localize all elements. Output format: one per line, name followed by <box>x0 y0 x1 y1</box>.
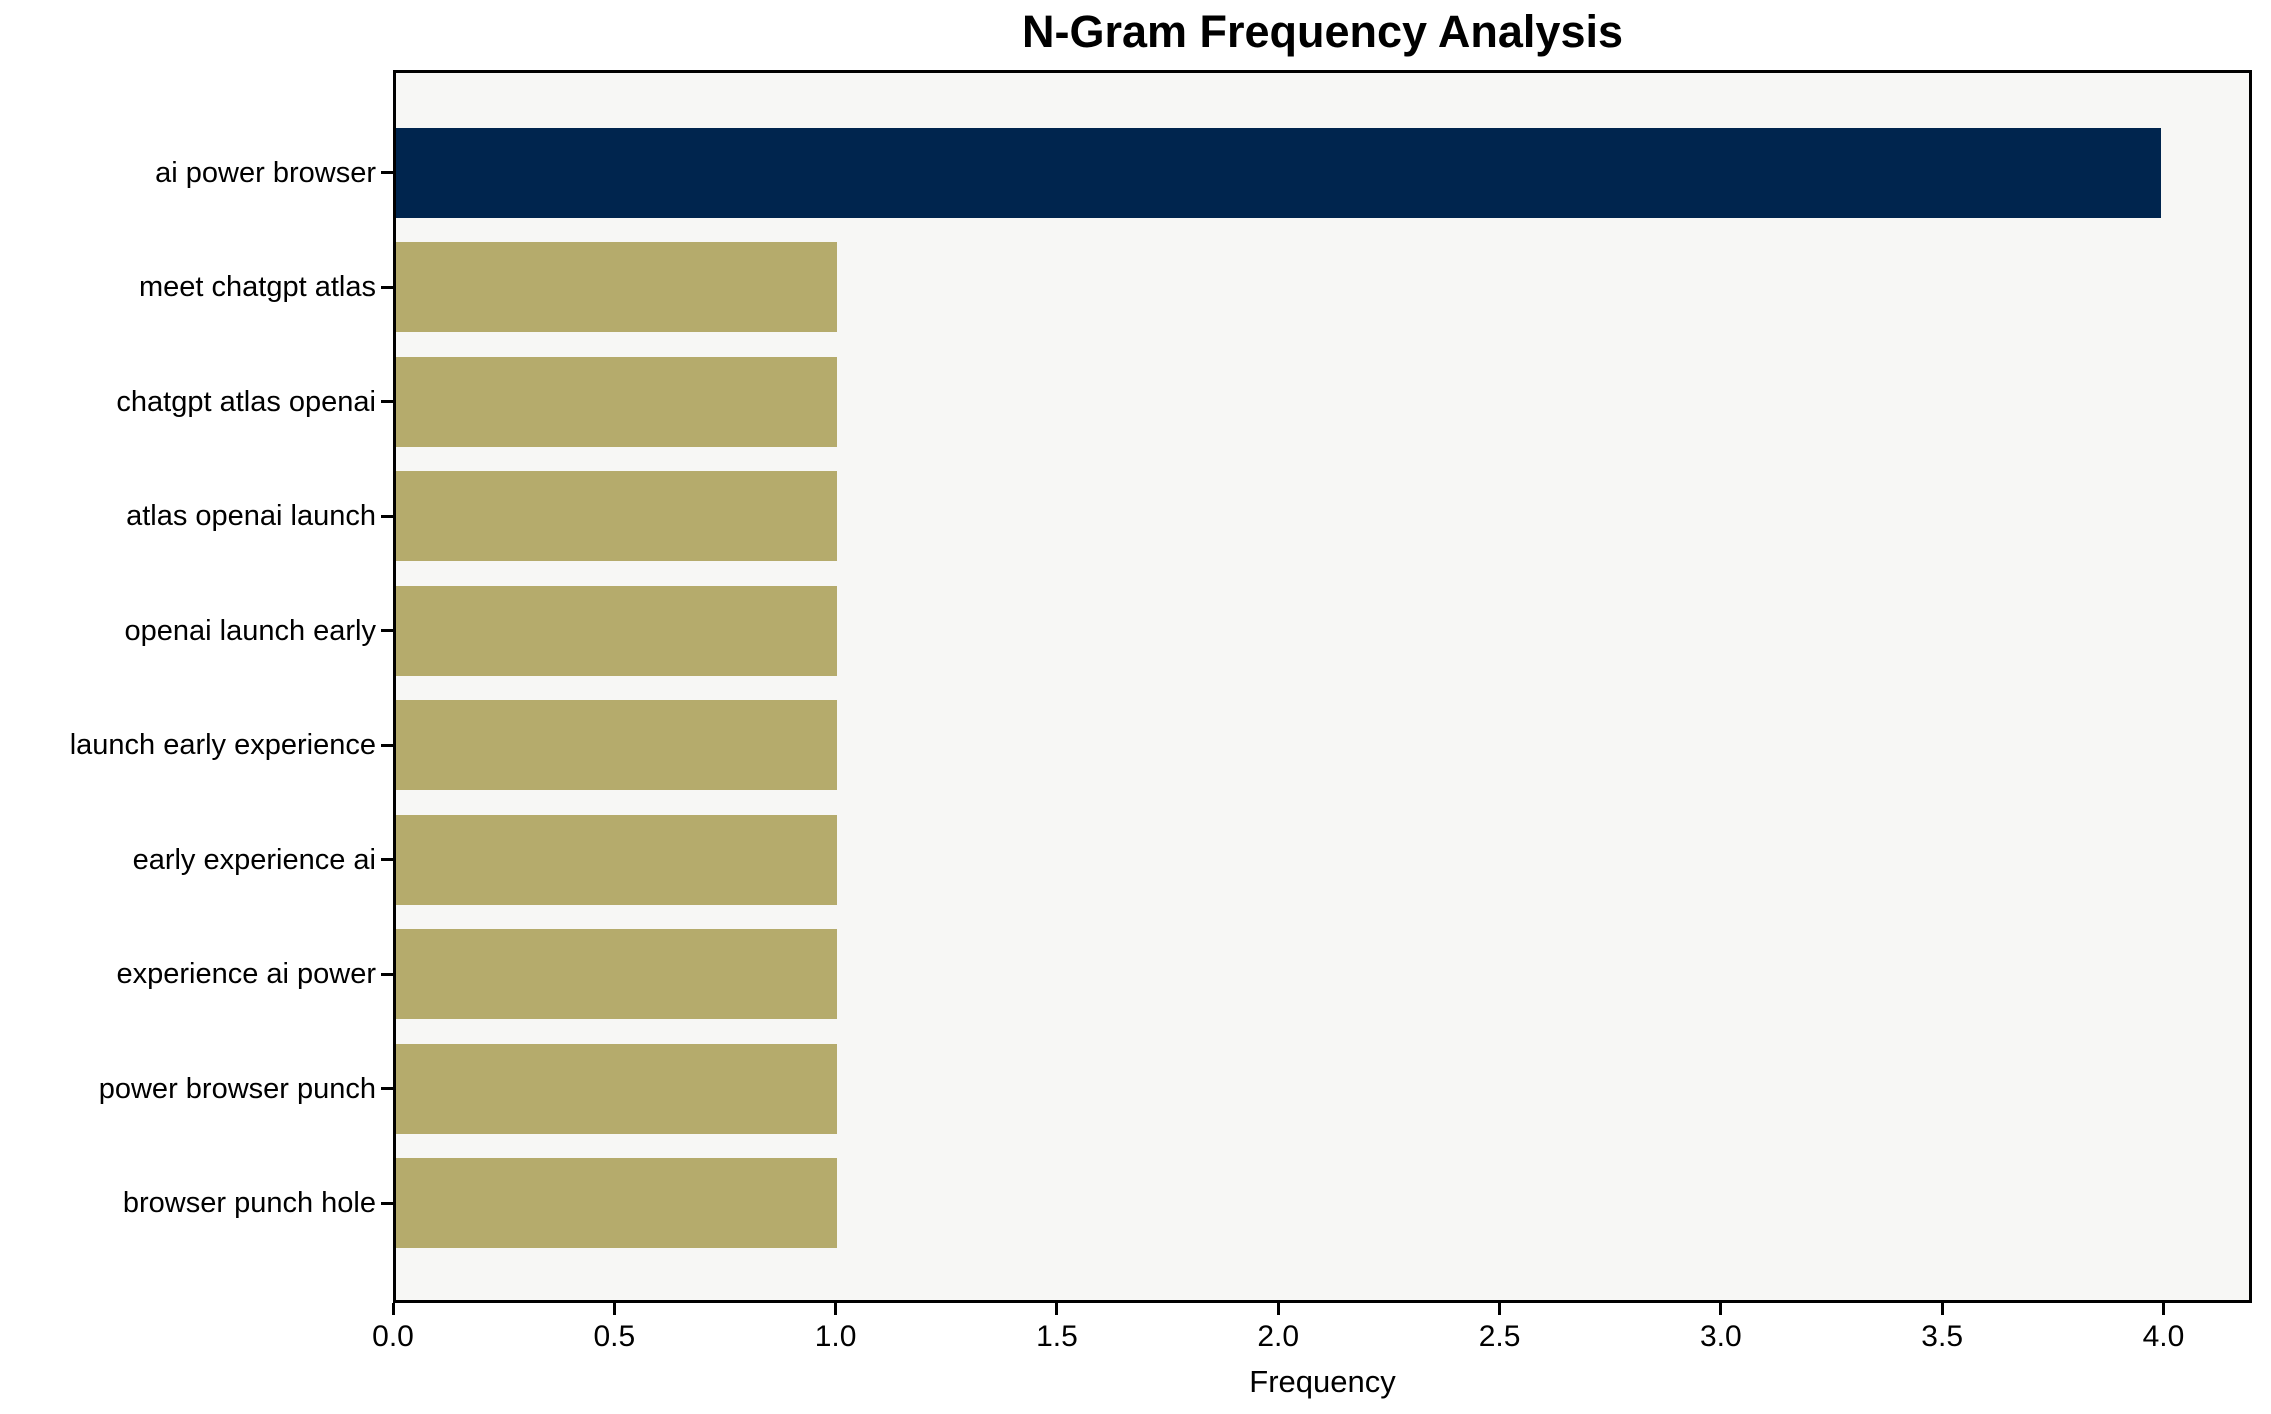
bar-ai-power-browser <box>396 127 2161 218</box>
x-tick <box>1498 1303 1502 1315</box>
x-tick <box>834 1303 838 1315</box>
y-tick <box>381 858 393 861</box>
y-tick <box>381 743 393 747</box>
y-tick-label: chatgpt atlas openai <box>116 385 376 418</box>
bar-chatgpt-atlas-openai <box>396 356 838 447</box>
y-tick <box>381 972 393 976</box>
y-tick-label: openai launch early <box>124 614 376 647</box>
x-tick <box>2161 1303 2165 1315</box>
bar-launch-early-experience <box>396 700 838 790</box>
y-tick-label: meet chatgpt atlas <box>139 271 376 303</box>
y-tick-label: launch early experience <box>69 729 376 761</box>
y-tick <box>381 171 393 174</box>
chart-title: N-Gram Frequency Analysis <box>1021 6 1624 57</box>
bar-browser-punch-hole <box>396 1158 838 1248</box>
x-tick <box>1276 1303 1280 1315</box>
plot-area <box>393 70 2252 1303</box>
x-tick <box>612 1303 616 1315</box>
y-tick <box>381 629 393 632</box>
x-tick-label: 0.0 <box>372 1320 414 1353</box>
x-tick-label: 0.5 <box>593 1320 636 1353</box>
x-tick-label: 1.5 <box>1036 1320 1078 1353</box>
x-tick <box>1940 1303 1944 1315</box>
x-axis-label: Frequency <box>1249 1364 1396 1399</box>
bar-meet-chatgpt-atlas <box>396 242 838 332</box>
y-tick <box>381 400 393 403</box>
y-tick-label: browser punch hole <box>122 1187 376 1219</box>
y-tick <box>381 1087 393 1090</box>
y-tick-label: atlas openai launch <box>126 500 376 532</box>
x-tick-label: 3.5 <box>1921 1320 1964 1353</box>
x-tick-label: 4.0 <box>2142 1320 2185 1353</box>
x-tick <box>1055 1303 1059 1315</box>
x-tick-label: 2.5 <box>1478 1320 1521 1353</box>
x-tick-label: 3.0 <box>1699 1320 1742 1353</box>
y-tick-label: experience ai power <box>116 958 376 990</box>
y-tick <box>381 1201 393 1205</box>
x-tick <box>1719 1303 1723 1315</box>
bar-early-experience-ai <box>396 814 838 905</box>
y-tick-label: early experience ai <box>132 843 376 876</box>
y-tick <box>381 514 393 518</box>
bar-openai-launch-early <box>396 585 838 676</box>
bar-power-browser-punch <box>396 1043 838 1134</box>
x-tick-label: 1.0 <box>814 1320 857 1353</box>
y-tick <box>381 285 393 289</box>
x-tick <box>391 1303 395 1315</box>
y-tick-label: ai power browser <box>155 156 376 189</box>
bar-atlas-openai-launch <box>396 471 838 561</box>
y-tick-label: power browser punch <box>98 1072 376 1105</box>
bar-experience-ai-power <box>396 929 838 1019</box>
x-tick-label: 2.0 <box>1257 1320 1300 1353</box>
